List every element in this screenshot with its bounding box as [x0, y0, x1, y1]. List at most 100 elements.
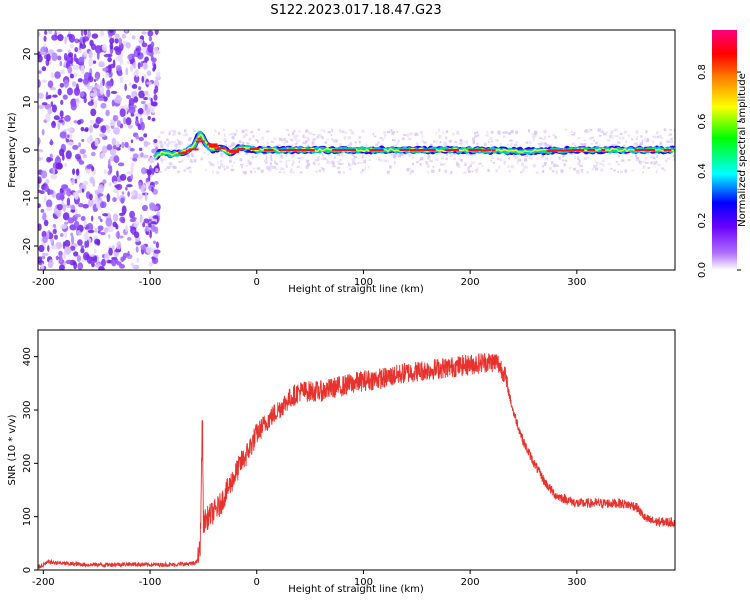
noise-speck — [132, 153, 139, 159]
ridge-speckle — [304, 129, 309, 133]
ridge-speckle — [318, 169, 322, 172]
ridge-speckle — [172, 130, 177, 134]
noise-speck — [125, 67, 129, 76]
ridge-speckle — [178, 161, 182, 163]
noise-speck — [70, 102, 77, 111]
noise-speck — [109, 147, 117, 156]
snr-x-tick-label: -100 — [139, 577, 162, 588]
ridge-peak — [214, 148, 221, 151]
ridge-speckle — [426, 165, 430, 168]
ridge-speckle — [509, 139, 513, 142]
ridge-speckle — [459, 143, 463, 146]
noise-speck — [77, 49, 83, 54]
noise-speck — [67, 141, 74, 146]
ridge-speckle — [523, 158, 528, 162]
ridge-speckle — [331, 137, 333, 141]
ridge-speckle — [367, 166, 370, 169]
ridge-speckle — [291, 171, 295, 174]
noise-speck — [81, 138, 85, 143]
noise-speck — [151, 101, 158, 107]
noise-speck — [106, 89, 111, 98]
ridge-speckle — [430, 143, 433, 147]
ridge-speckle — [350, 131, 355, 135]
ridge-speckle — [558, 156, 561, 160]
noise-speck — [47, 80, 54, 88]
ridge-speckle — [260, 169, 264, 173]
ridge-peak — [640, 149, 647, 151]
noise-speck — [51, 34, 58, 41]
noise-speck — [139, 214, 143, 223]
ridge-speckle — [383, 134, 387, 137]
ridge-speckle — [533, 134, 537, 137]
noise-speck — [128, 97, 135, 106]
ridge-speckle — [635, 156, 640, 160]
ridge-speckle — [416, 161, 419, 164]
noise-speck — [140, 100, 146, 105]
noise-speck — [77, 262, 84, 270]
ridge-speckle — [661, 167, 665, 170]
noise-speck — [42, 236, 48, 244]
noise-speck — [140, 244, 147, 251]
ridge-speckle — [285, 140, 288, 143]
noise-speck — [60, 224, 68, 230]
ridge-speckle — [164, 157, 167, 161]
noise-speck — [80, 126, 85, 132]
noise-speck — [109, 42, 114, 50]
ridge-speckle — [450, 171, 453, 175]
noise-speck — [131, 35, 136, 40]
ridge-speckle — [560, 169, 564, 173]
ridge-speckle — [446, 152, 449, 156]
ridge-speckle — [655, 131, 659, 135]
ridge-speckle — [535, 171, 539, 174]
ridge-speckle — [351, 158, 354, 161]
noise-speck — [94, 248, 97, 253]
noise-speck — [148, 215, 154, 220]
ridge-speckle — [415, 142, 419, 146]
ridge-speckle — [516, 141, 518, 145]
colorbar-ticks: 0.0 0.2 0.4 0.6 0.8 — [697, 64, 741, 278]
noise-speck — [151, 117, 156, 122]
ridge-speckle — [186, 143, 190, 146]
noise-speck — [108, 234, 111, 239]
noise-speck — [83, 30, 88, 36]
ridge-speckle — [623, 130, 628, 134]
ridge-speckle — [507, 165, 510, 168]
ridge-peak — [178, 152, 187, 155]
ridge-speckle — [380, 159, 383, 163]
noise-speck — [128, 81, 132, 87]
ridge-speckle — [390, 153, 394, 156]
ridge-speckle — [522, 168, 525, 172]
ridge-speckle — [265, 165, 269, 169]
ridge-speckle — [291, 153, 295, 157]
noise-speck — [61, 184, 69, 190]
noise-speck — [45, 179, 50, 184]
spectrogram-y-tick-label: 10 — [22, 96, 33, 109]
ridge-speckle — [386, 160, 390, 162]
ridge-speckle — [487, 141, 490, 143]
noise-speck — [145, 231, 150, 235]
ridge-speckle — [654, 160, 657, 163]
noise-speck — [62, 212, 70, 221]
ridge-speckle — [573, 132, 576, 136]
ridge-speckle — [348, 167, 352, 171]
noise-speck — [73, 261, 78, 270]
noise-speck — [43, 35, 47, 42]
ridge-speckle — [230, 155, 233, 159]
ridge-speckle — [320, 129, 324, 131]
ridge-speckle — [619, 132, 623, 136]
ridge-speckle — [298, 160, 301, 163]
noise-speck — [114, 248, 122, 253]
ridge-speckle — [270, 158, 273, 162]
ridge-speckle — [409, 168, 412, 171]
ridge-speckle — [642, 165, 646, 169]
ridge-speckle — [165, 143, 170, 148]
spectrogram-x-label: Height of straight line (km) — [288, 284, 424, 295]
noise-speck — [75, 208, 78, 215]
noise-speck — [53, 207, 57, 215]
noise-speck — [54, 234, 58, 240]
noise-speck — [51, 52, 58, 61]
noise-speck — [77, 119, 82, 125]
noise-speck — [121, 205, 127, 215]
ridge-speckle — [427, 157, 431, 161]
